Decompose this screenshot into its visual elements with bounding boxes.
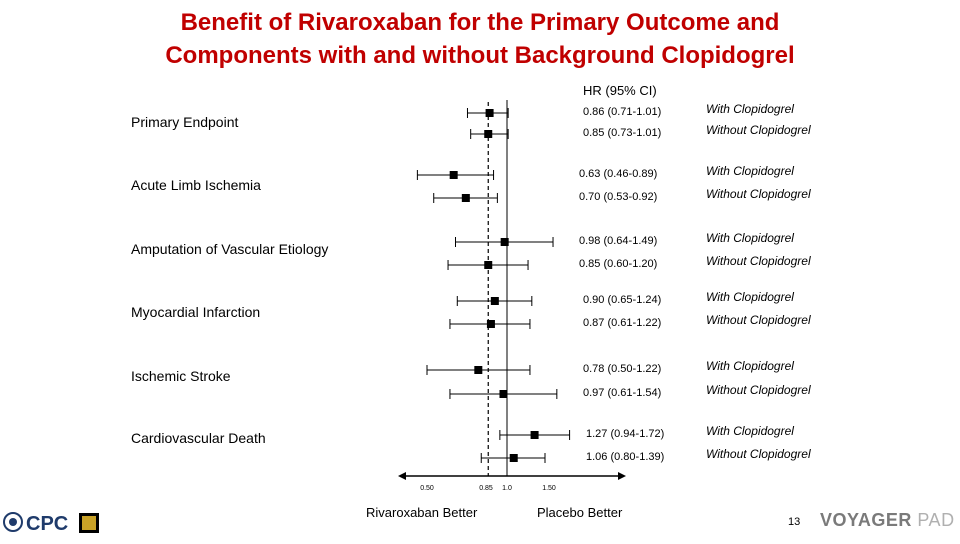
- group-label: With Clopidogrel: [706, 102, 794, 116]
- cpc-logo-text: CPC: [26, 513, 68, 535]
- slide-title: Benefit of Rivaroxaban for the Primary O…: [0, 6, 960, 72]
- hr-ci-value: 0.70 (0.53-0.92): [579, 191, 658, 203]
- category-label: Ischemic Stroke: [131, 368, 231, 384]
- rivaroxaban-better-label: Rivaroxaban Better: [366, 505, 478, 520]
- category-label: Cardiovascular Death: [131, 430, 266, 446]
- title-line-2: Components with and without Background C…: [165, 42, 795, 69]
- hr-ci-value: 0.90 (0.65-1.24): [583, 294, 662, 306]
- hr-marker: [486, 320, 495, 328]
- x-axis-right-arrow: [618, 472, 626, 480]
- hr-marker: [490, 297, 499, 305]
- hr-marker: [509, 454, 518, 462]
- hr-ci-value: 0.87 (0.61-1.22): [583, 317, 662, 329]
- hr-ci-value: 0.85 (0.73-1.01): [583, 127, 662, 139]
- group-label: Without Clopidogrel: [706, 383, 811, 397]
- category-label: Acute Limb Ischemia: [131, 177, 261, 193]
- hr-marker: [474, 366, 483, 374]
- hr-marker: [530, 431, 539, 439]
- x-tick-label: 0.50: [420, 485, 434, 492]
- voyager-pad-logo: VOYAGER PAD: [820, 510, 955, 531]
- category-label: Myocardial Infarction: [131, 304, 261, 320]
- group-label: Without Clopidogrel: [706, 254, 811, 268]
- hr-marker: [449, 171, 458, 179]
- hr-marker: [461, 194, 470, 202]
- group-label: With Clopidogrel: [706, 231, 794, 245]
- hr-ci-header: HR (95% CI): [583, 83, 657, 98]
- group-label: Without Clopidogrel: [706, 187, 811, 201]
- hr-marker: [485, 109, 494, 117]
- hr-ci-value: 0.98 (0.64-1.49): [579, 235, 658, 247]
- category-label: Primary Endpoint: [131, 114, 239, 130]
- hr-ci-value: 1.06 (0.80-1.39): [586, 451, 665, 463]
- x-tick-label: 1.0: [502, 485, 512, 492]
- group-label: Without Clopidogrel: [706, 447, 811, 461]
- hr-marker: [484, 130, 493, 138]
- hr-ci-value: 0.86 (0.71-1.01): [583, 106, 662, 118]
- voyager-logo-text: VOYAGER: [820, 510, 912, 530]
- category-label: Amputation of Vascular Etiology: [131, 241, 329, 257]
- hr-ci-value: 0.97 (0.61-1.54): [583, 387, 662, 399]
- hr-marker: [499, 390, 508, 398]
- hr-ci-value: 0.85 (0.60-1.20): [579, 258, 658, 270]
- group-label: Without Clopidogrel: [706, 123, 811, 137]
- group-label: With Clopidogrel: [706, 164, 794, 178]
- title-line-1: Benefit of Rivaroxaban for the Primary O…: [180, 9, 780, 36]
- x-tick-label: 0.85: [479, 485, 493, 492]
- x-axis-left-arrow: [398, 472, 406, 480]
- page-number: 13: [788, 516, 801, 528]
- group-label: With Clopidogrel: [706, 290, 794, 304]
- hr-ci-value: 1.27 (0.94-1.72): [586, 428, 665, 440]
- placebo-better-label: Placebo Better: [537, 505, 623, 520]
- hr-marker: [484, 261, 493, 269]
- hr-ci-value: 0.63 (0.46-0.89): [579, 168, 658, 180]
- pad-logo-text: PAD: [917, 510, 955, 530]
- hr-ci-value: 0.78 (0.50-1.22): [583, 363, 662, 375]
- group-label: Without Clopidogrel: [706, 313, 811, 327]
- group-label: With Clopidogrel: [706, 424, 794, 438]
- x-tick-label: 1.50: [542, 485, 556, 492]
- cpc-logo: CPC: [2, 509, 112, 544]
- group-label: With Clopidogrel: [706, 359, 794, 373]
- hr-marker: [500, 238, 509, 246]
